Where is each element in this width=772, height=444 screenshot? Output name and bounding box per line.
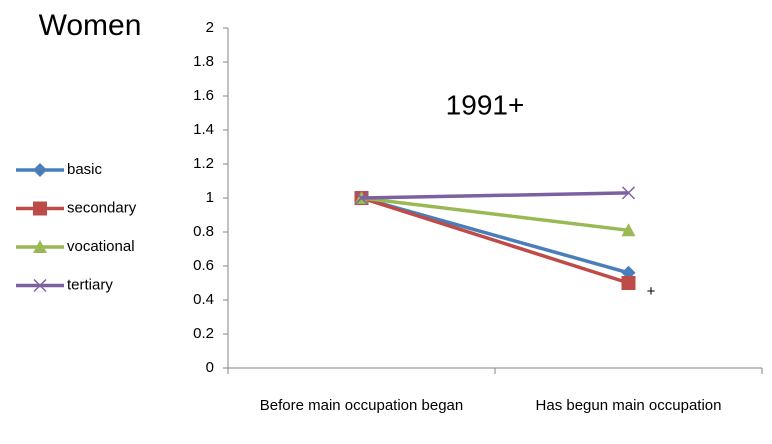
y-tick-label: 1.6 [193, 87, 214, 104]
y-tick-label: 1.8 [193, 53, 214, 70]
x-tick-label: Before main occupation began [259, 397, 464, 414]
y-tick-label: 1.2 [193, 155, 214, 172]
data-point [621, 223, 636, 237]
y-tick-label: 2 [206, 19, 214, 36]
data-point [621, 276, 636, 290]
annotation: 1991+ [446, 89, 525, 120]
y-tick-label: 0 [206, 359, 214, 376]
y-tick-label: 0.2 [193, 325, 214, 342]
y-tick-label: 0.8 [193, 223, 214, 240]
x-tick-label: Has begun main occupation [535, 397, 722, 414]
y-tick-label: 0.6 [193, 257, 214, 274]
y-tick-label: 1.4 [193, 121, 214, 138]
series-line [361, 191, 629, 200]
legend-marker [33, 201, 47, 216]
legend-label: basic [67, 161, 103, 178]
legend-label: vocational [67, 238, 135, 255]
series-line [360, 196, 630, 285]
series-line [361, 196, 629, 233]
legend-marker [33, 278, 47, 293]
data-point [354, 191, 369, 205]
legend-label: tertiary [67, 276, 113, 293]
chart-title: Women [39, 9, 142, 42]
legend-marker [33, 163, 47, 177]
legend-marker [33, 240, 47, 253]
legend-label: secondary [67, 199, 137, 216]
y-tick-label: 1 [206, 189, 214, 206]
data-point [621, 186, 636, 200]
annotation: + [647, 283, 656, 300]
y-tick-label: 0.4 [193, 291, 214, 308]
